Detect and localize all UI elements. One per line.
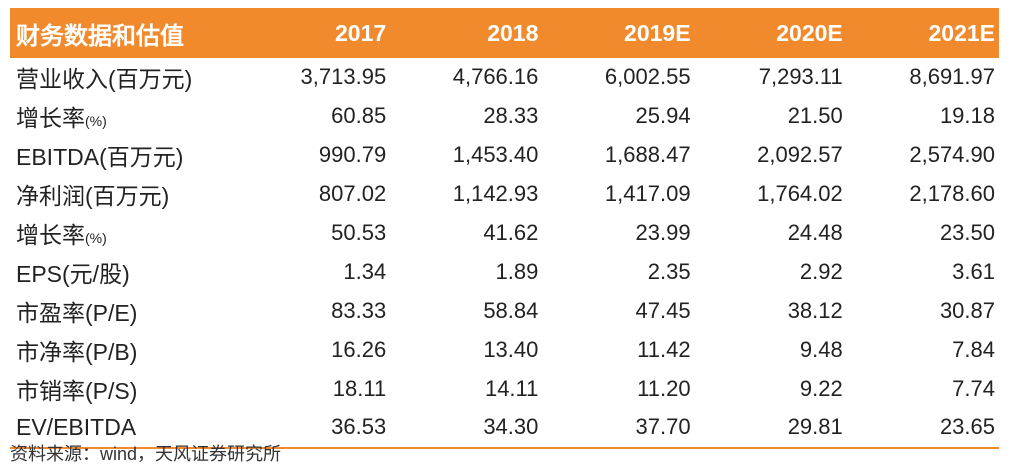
value-cell: 37.70 <box>542 408 695 449</box>
header-cell-year: 2019E <box>542 8 695 58</box>
value-cell: 1,453.40 <box>452 142 539 168</box>
value-cell: 11.42 <box>637 336 691 362</box>
row-label: 增长率(%) <box>10 97 238 136</box>
value-cell: 50.53 <box>331 220 387 245</box>
table-body: 营业收入(百万元) 3,713.95 4,766.16 6,002.55 7,293.1… <box>10 58 999 449</box>
value-cell: 25.94 <box>635 103 691 129</box>
row-label-text: EBITDA(百万元) <box>16 144 184 171</box>
table-row: EPS(元/股) 1.34 1.89 2.35 2.92 3.61 <box>10 252 999 291</box>
financial-valuation-table: 财务数据和估值 2017 2018 2019E 2020E 2021E 营业收入… <box>10 8 999 449</box>
row-label: 净利润(百万元) <box>10 175 238 214</box>
row-label: 增长率(%) <box>10 214 238 253</box>
table-row: 市盈率(P/E) 83.33 58.84 47.45 38.12 30.87 <box>10 291 999 330</box>
financial-table-container: 财务数据和估值 2017 2018 2019E 2020E 2021E 营业收入… <box>10 8 999 449</box>
table-row: EV/EBITDA 36.53 34.30 37.70 29.81 23.65 <box>10 408 999 449</box>
header-cell-year: 2018 <box>390 8 543 58</box>
row-label: 市净率(P/B) <box>10 330 238 369</box>
table-row: 净利润(百万元) 807.02 1,142.93 1,417.09 1,764.02 2,… <box>10 175 999 214</box>
row-label: EBITDA(百万元) <box>10 136 238 175</box>
row-label-text: 市销率(P/S) <box>16 377 138 404</box>
value-cell: 21.50 <box>787 103 843 129</box>
row-label: 营业收入(百万元) <box>10 58 238 97</box>
value-cell: 990.79 <box>318 142 387 168</box>
value-cell: 8,691.97 <box>909 64 995 90</box>
table-row: 市净率(P/B) 16.26 13.40 11.42 9.48 7.84 <box>10 330 999 369</box>
table-header-row: 财务数据和估值 2017 2018 2019E 2020E 2021E <box>10 8 999 58</box>
value-cell: 9.48 <box>799 336 843 362</box>
value-cell: 1.34 <box>343 258 387 284</box>
row-label-text: 增长率 <box>16 105 85 132</box>
value-cell: 2.35 <box>647 258 691 284</box>
value-cell: 2.92 <box>799 258 843 284</box>
value-cell: 18.11 <box>332 375 387 401</box>
value-cell: 3.61 <box>952 258 995 284</box>
value-cell: 29.81 <box>694 408 847 449</box>
header-cell-title: 财务数据和估值 <box>10 8 238 58</box>
value-cell: 6,002.55 <box>604 64 691 90</box>
value-cell: 23.65 <box>846 408 999 449</box>
table-row: EBITDA(百万元) 990.79 1,453.40 1,688.47 2,092.5… <box>10 136 999 175</box>
table-row: 增长率(%) 50.53 41.62 23.99 24.48 23.50 <box>10 214 999 253</box>
value-cell: 2,574.90 <box>909 142 995 168</box>
value-cell: 58.84 <box>483 297 539 323</box>
value-cell: 16.26 <box>331 336 387 362</box>
value-cell: 2,092.57 <box>757 142 843 168</box>
value-cell: 60.85 <box>331 103 387 129</box>
table-row: 市销率(P/S) 18.11 14.11 11.20 9.22 7.74 <box>10 369 999 408</box>
value-cell: 1,417.09 <box>604 181 691 207</box>
value-cell: 1.89 <box>495 258 539 284</box>
row-label: 市盈率(P/E) <box>10 291 238 330</box>
source-note: 资料来源：wind，天风证券研究所 <box>10 444 282 464</box>
value-cell: 36.53 <box>238 408 391 449</box>
value-cell: 1,764.02 <box>757 181 843 207</box>
value-cell: 2,178.60 <box>909 181 995 207</box>
value-cell: 30.87 <box>939 297 995 323</box>
value-cell: 24.48 <box>787 220 843 245</box>
value-cell: 3,713.95 <box>300 64 387 90</box>
value-cell: 11.20 <box>637 375 691 401</box>
value-cell: 41.62 <box>483 220 539 245</box>
row-label: EPS(元/股) <box>10 252 238 291</box>
row-label-text: 增长率 <box>16 222 85 248</box>
value-cell: 19.18 <box>939 103 995 129</box>
header-cell-year: 2017 <box>238 8 391 58</box>
value-cell: 28.33 <box>483 103 539 129</box>
header-cell-year: 2020E <box>694 8 847 58</box>
row-label-text: 市盈率(P/E) <box>16 299 138 326</box>
row-label-text: EPS(元/股) <box>16 260 130 287</box>
value-cell: 4,766.16 <box>452 64 539 90</box>
value-cell: 807.02 <box>318 181 387 207</box>
value-cell: 13.40 <box>483 336 539 362</box>
row-label-unit: (%) <box>85 113 107 130</box>
row-label: EV/EBITDA <box>10 408 238 449</box>
row-label: 市销率(P/S) <box>10 369 238 408</box>
value-cell: 7,293.11 <box>758 64 843 90</box>
row-label-text: 营业收入(百万元) <box>16 66 193 93</box>
row-label-text: 净利润(百万元) <box>16 183 170 210</box>
value-cell: 9.22 <box>799 375 843 401</box>
row-label-text: 市净率(P/B) <box>16 338 138 365</box>
value-cell: 34.30 <box>390 408 543 449</box>
value-cell: 47.45 <box>635 297 691 323</box>
value-cell: 7.84 <box>952 336 995 362</box>
value-cell: 23.99 <box>635 220 691 245</box>
value-cell: 7.74 <box>952 375 995 401</box>
header-cell-year: 2021E <box>846 8 999 58</box>
row-label-text: EV/EBITDA <box>16 413 137 440</box>
value-cell: 1,688.47 <box>604 142 691 168</box>
value-cell: 23.50 <box>939 220 995 245</box>
value-cell: 38.12 <box>787 297 843 323</box>
row-label-unit: (%) <box>85 230 107 246</box>
table-row: 营业收入(百万元) 3,713.95 4,766.16 6,002.55 7,293.1… <box>10 58 999 97</box>
value-cell: 83.33 <box>331 297 387 323</box>
table-row: 增长率(%) 60.85 28.33 25.94 21.50 19.18 <box>10 97 999 136</box>
value-cell: 14.11 <box>484 375 539 401</box>
value-cell: 1,142.93 <box>452 181 539 207</box>
